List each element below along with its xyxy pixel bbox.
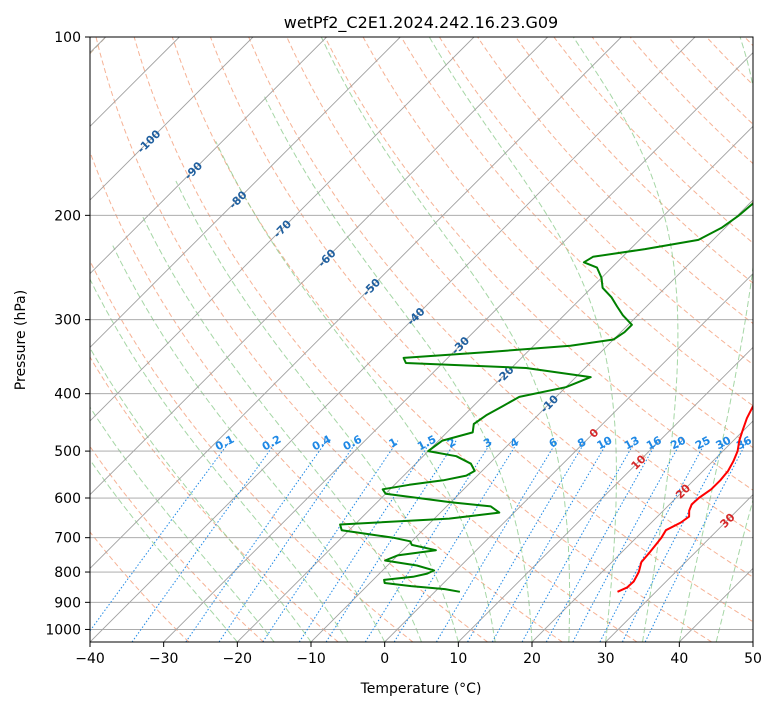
mixing-ratio-line <box>298 440 432 642</box>
isotherm-line <box>90 37 475 422</box>
dry-adiabat-line <box>286 37 753 534</box>
moist-adiabat-line <box>112 245 386 642</box>
x-tick-label: 0 <box>380 651 389 667</box>
mixing-ratio-label: 16 <box>644 434 664 453</box>
isotherm-line <box>90 37 622 569</box>
mixing-ratio-label: 20 <box>668 433 688 452</box>
mixing-ratio-line <box>491 440 609 642</box>
y-tick-label: 900 <box>54 595 81 611</box>
chart-title: wetPf2_C2E1.2024.242.16.23.G09 <box>284 13 558 33</box>
mixing-ratio-line <box>364 440 493 642</box>
mixing-ratio-label: 30 <box>714 434 734 453</box>
moist-adiabat-line <box>90 406 275 642</box>
dry-adiabat-line <box>90 150 488 642</box>
moist-adiabat-line <box>263 94 533 642</box>
plot-frame <box>89 36 754 643</box>
y-axis-label: Pressure (hPa) <box>13 290 29 390</box>
y-tick-label: 400 <box>54 387 81 403</box>
mixing-ratio-line <box>131 440 278 642</box>
x-tick-label: 50 <box>744 651 762 667</box>
x-tick-label: −10 <box>296 651 326 667</box>
x-tick-label: −40 <box>75 651 105 667</box>
mixing-ratio-label: 10 <box>595 433 615 452</box>
isotherm-line <box>90 37 327 275</box>
x-tick-label: 20 <box>523 651 541 667</box>
moist-adiabat-line <box>90 278 349 642</box>
y-axis-ticks: 100 200 300 400 500 600 700 800 900 1000 <box>45 30 90 638</box>
mixing-ratio-line <box>467 440 587 642</box>
isotherm-line <box>384 273 753 642</box>
y-tick-label: 100 <box>54 30 81 46</box>
isotherm-line <box>90 37 548 496</box>
y-tick-label: 600 <box>54 491 81 507</box>
x-axis-ticks: −40 −30 −20 −10 0 10 20 30 40 50 <box>75 642 762 667</box>
dry-adiabat-line <box>90 259 414 642</box>
mixing-ratio-line <box>621 440 728 642</box>
moist-adiabat-line <box>90 347 312 642</box>
y-tick-label: 700 <box>54 531 81 547</box>
moist-adiabat-line <box>572 37 679 642</box>
isotherm-line <box>237 125 753 642</box>
mixing-ratio-line <box>599 440 707 642</box>
mixing-ratio-line <box>325 440 457 642</box>
mixing-ratio-line <box>644 440 748 642</box>
dry-adiabat-line <box>438 37 753 366</box>
x-tick-label: −30 <box>149 651 179 667</box>
dry-adiabat-line <box>553 37 753 244</box>
isotherm-line <box>605 494 753 642</box>
dry-adiabat-line <box>171 37 712 642</box>
isotherm-line <box>531 420 753 642</box>
isotherm-line <box>458 346 753 642</box>
moist-adiabat-line <box>428 37 617 642</box>
isotherm-line <box>163 52 753 642</box>
moist-adiabat-line <box>320 37 571 642</box>
dry-adiabat-line <box>95 37 563 642</box>
dry-adiabat-line <box>400 37 753 407</box>
y-tick-label: 200 <box>54 208 81 224</box>
dry-adiabat-line <box>133 37 638 642</box>
mixing-ratio-label: 13 <box>622 434 642 453</box>
dry-adiabat-line <box>210 37 753 623</box>
dry-adiabat-line <box>591 37 753 204</box>
y-tick-label: 800 <box>54 565 81 581</box>
isotherm-line <box>90 37 401 348</box>
isotherm-line <box>90 37 254 201</box>
x-tick-label: 10 <box>449 651 467 667</box>
dry-adiabat-line <box>248 37 753 578</box>
x-tick-label: 30 <box>597 651 615 667</box>
x-axis-label: Temperature (°C) <box>360 681 482 697</box>
temperature-profile-line <box>617 404 753 593</box>
dry-adiabat-line <box>324 37 753 491</box>
moist-adiabat-line <box>141 215 422 642</box>
moist-adiabat-line <box>90 459 238 642</box>
dry-adiabat-line <box>477 37 753 325</box>
background-lines <box>90 37 753 642</box>
dry-adiabat-line <box>90 531 190 642</box>
y-tick-label: 500 <box>54 444 81 460</box>
y-tick-label: 1000 <box>45 622 81 638</box>
isotherm-line <box>90 37 696 642</box>
dewpoint-profile-line <box>339 202 753 593</box>
mixing-ratio-line <box>435 440 558 642</box>
y-tick-label: 300 <box>54 313 81 329</box>
mixing-ratio-label: 25 <box>693 434 713 453</box>
profile-lines <box>339 202 753 593</box>
mixing-ratio-line <box>185 440 328 642</box>
mixing-ratio-line <box>393 440 520 642</box>
mixing-ratio-line <box>218 440 358 642</box>
x-tick-label: −20 <box>223 651 253 667</box>
moist-adiabat-line <box>175 180 459 642</box>
x-tick-label: 40 <box>670 651 688 667</box>
